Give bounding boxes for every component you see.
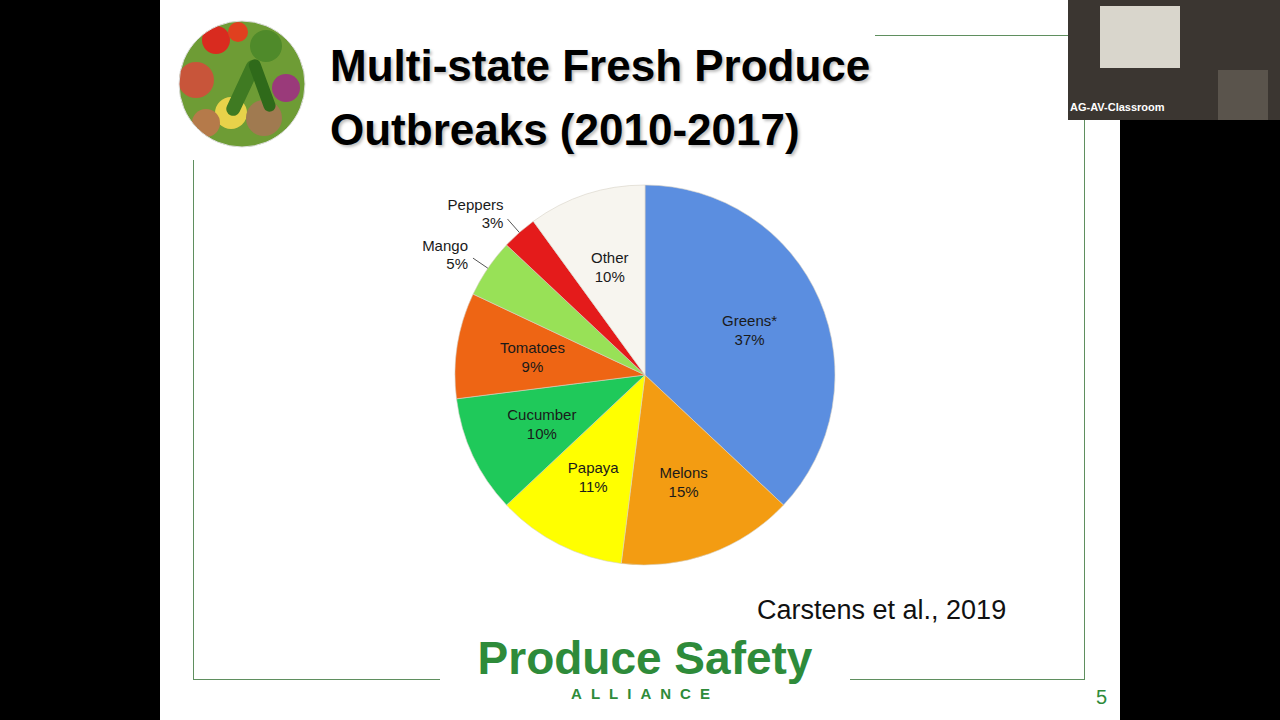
html-text:Multi-state Fresh Produce Outb: Multi-state Fresh Produce Outbreaks (201… <box>330 41 871 154</box>
html-text:AG-AV-Classroom: AG-AV-Classroom <box>1070 101 1165 113</box>
html-text:5: 5 <box>1096 686 1108 708</box>
svg-text:Melons15%: Melons15% <box>659 464 707 500</box>
svg-text:Other10%: Other10% <box>591 249 629 285</box>
svg-text:Mango5%: Mango5% <box>422 237 468 272</box>
svg-text:Tomatoes9%: Tomatoes9% <box>500 339 565 375</box>
html-text:Carstens et al., 2019: Carstens et al., 2019 <box>757 595 1007 625</box>
html-text:ALLIANCE: ALLIANCE <box>571 685 719 702</box>
svg-text:Greens*37%: Greens*37% <box>722 312 777 348</box>
svg-text:Cucumber10%: Cucumber10% <box>507 406 576 442</box>
svg-text:Papaya11%: Papaya11% <box>568 459 620 495</box>
svg-text:Peppers3%: Peppers3% <box>448 196 504 231</box>
html-text:Produce Safety: Produce Safety <box>477 632 813 684</box>
